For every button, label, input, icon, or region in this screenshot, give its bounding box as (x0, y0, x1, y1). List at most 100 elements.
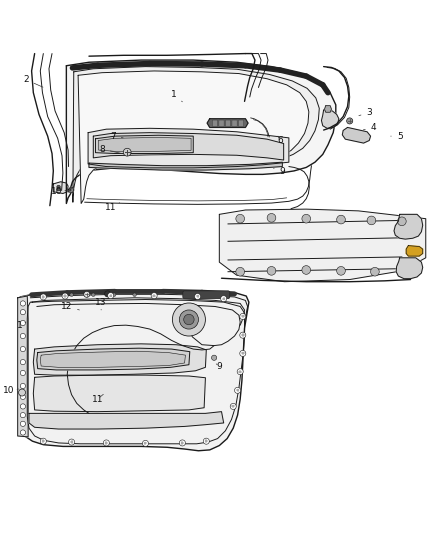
Circle shape (230, 403, 236, 409)
Circle shape (69, 188, 71, 189)
Circle shape (68, 439, 74, 445)
Circle shape (221, 296, 227, 302)
Circle shape (236, 214, 244, 223)
Circle shape (337, 266, 345, 275)
Text: 12: 12 (61, 302, 79, 311)
Text: 9: 9 (216, 362, 222, 371)
Circle shape (236, 268, 244, 276)
Polygon shape (18, 296, 28, 437)
Circle shape (267, 266, 276, 275)
Circle shape (20, 370, 25, 376)
Text: 11: 11 (105, 203, 120, 212)
Circle shape (267, 214, 276, 222)
Polygon shape (29, 411, 224, 429)
Circle shape (151, 293, 157, 298)
Circle shape (20, 421, 25, 426)
Polygon shape (53, 182, 68, 193)
Text: 1: 1 (17, 321, 26, 330)
Polygon shape (207, 119, 248, 127)
Polygon shape (40, 351, 185, 367)
Circle shape (40, 438, 46, 444)
Text: 9: 9 (274, 167, 285, 176)
Circle shape (184, 314, 194, 325)
Circle shape (240, 313, 246, 319)
Circle shape (57, 188, 60, 191)
Circle shape (57, 185, 60, 189)
Circle shape (62, 293, 68, 299)
Circle shape (240, 350, 246, 357)
Text: 13: 13 (95, 297, 107, 310)
Circle shape (70, 293, 73, 296)
Text: 7: 7 (110, 132, 123, 141)
Circle shape (179, 310, 198, 329)
FancyBboxPatch shape (183, 291, 230, 298)
Polygon shape (33, 375, 205, 411)
Circle shape (113, 293, 116, 296)
Circle shape (20, 430, 25, 435)
Circle shape (40, 294, 46, 300)
Circle shape (194, 294, 201, 300)
Text: 8: 8 (99, 144, 123, 154)
Polygon shape (394, 214, 423, 239)
Circle shape (123, 148, 131, 156)
Polygon shape (18, 290, 249, 451)
Circle shape (398, 217, 406, 225)
Circle shape (367, 216, 376, 225)
Circle shape (371, 268, 379, 276)
Circle shape (20, 413, 25, 418)
Polygon shape (99, 138, 191, 151)
Circle shape (240, 332, 246, 338)
Polygon shape (321, 110, 339, 128)
Circle shape (153, 293, 157, 296)
Circle shape (20, 394, 25, 399)
Text: 10: 10 (51, 187, 67, 196)
Polygon shape (89, 162, 283, 170)
Circle shape (20, 301, 25, 306)
Circle shape (20, 404, 25, 409)
Polygon shape (67, 60, 336, 204)
FancyBboxPatch shape (212, 120, 218, 126)
Circle shape (20, 334, 25, 338)
Polygon shape (73, 67, 319, 202)
Circle shape (234, 387, 240, 393)
Text: 6: 6 (277, 136, 283, 145)
Polygon shape (78, 71, 309, 204)
Circle shape (20, 346, 25, 352)
Polygon shape (93, 133, 284, 160)
Circle shape (84, 291, 90, 297)
Polygon shape (68, 188, 74, 192)
Circle shape (302, 214, 311, 223)
Circle shape (237, 369, 243, 375)
Circle shape (173, 303, 205, 336)
Polygon shape (37, 348, 190, 370)
Circle shape (108, 293, 114, 298)
Polygon shape (406, 246, 423, 256)
Circle shape (179, 440, 185, 446)
Polygon shape (33, 344, 206, 375)
Circle shape (142, 440, 148, 447)
Circle shape (20, 320, 25, 326)
Circle shape (346, 118, 353, 124)
Circle shape (133, 293, 136, 296)
Circle shape (20, 310, 25, 315)
Polygon shape (325, 106, 332, 112)
Circle shape (203, 438, 209, 444)
FancyBboxPatch shape (219, 120, 224, 126)
Text: 4: 4 (363, 123, 376, 132)
Circle shape (18, 389, 25, 396)
FancyBboxPatch shape (226, 120, 231, 126)
Circle shape (337, 215, 345, 224)
Text: 2: 2 (23, 75, 43, 87)
Text: 11: 11 (92, 394, 103, 403)
Circle shape (105, 291, 111, 297)
Circle shape (103, 440, 110, 446)
Polygon shape (88, 128, 289, 168)
Text: 1: 1 (171, 91, 182, 102)
Polygon shape (396, 258, 423, 279)
Circle shape (69, 189, 71, 191)
Circle shape (92, 293, 95, 296)
Text: 10: 10 (3, 386, 18, 395)
Circle shape (212, 355, 217, 360)
Circle shape (20, 383, 25, 389)
Circle shape (20, 359, 25, 365)
